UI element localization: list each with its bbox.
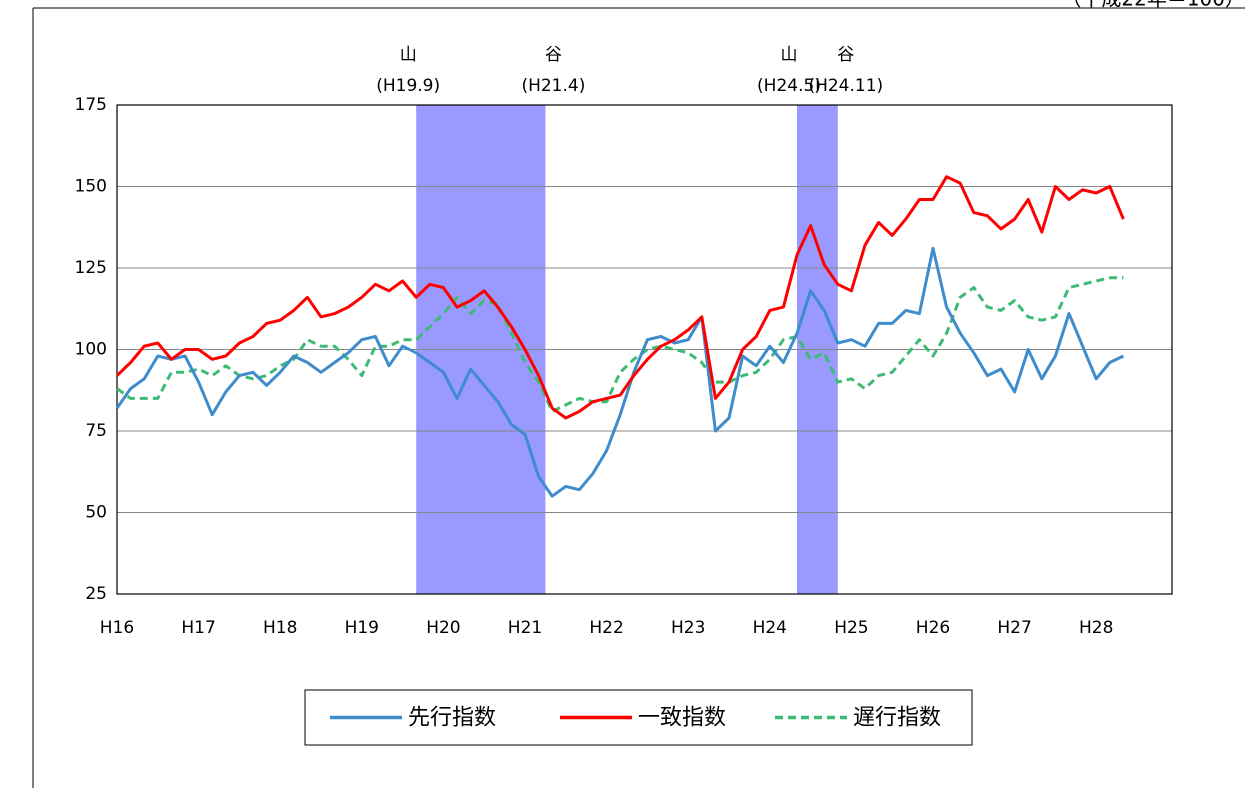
- x-tick-label: H23: [671, 618, 705, 638]
- series-line: [116, 276, 1124, 413]
- y-tick-label: 25: [85, 584, 107, 604]
- peak-date: (H24.5): [757, 76, 821, 96]
- series-line: [115, 175, 1125, 420]
- y-tick-label: 50: [85, 503, 107, 523]
- x-tick-label: H26: [916, 618, 950, 638]
- y-tick-label: 100: [75, 340, 107, 360]
- y-tick-label: 75: [85, 421, 107, 441]
- legend-label: 遅行指数: [853, 706, 941, 731]
- series-line: [115, 246, 1125, 498]
- y-tick-label: 150: [75, 177, 107, 197]
- x-tick-label: H22: [589, 618, 623, 638]
- x-tick-label: H24: [753, 618, 787, 638]
- plot-border: [116, 104, 1173, 595]
- x-tick-label: H20: [426, 618, 460, 638]
- peak-date: (H19.9): [376, 76, 440, 96]
- x-tick-label: H28: [1079, 618, 1113, 638]
- legend-label: 先行指数: [408, 706, 496, 731]
- x-tick-label: H25: [834, 618, 868, 638]
- peak-label: 山: [781, 45, 798, 65]
- x-tick-label: H18: [263, 618, 297, 638]
- legend-box: [304, 689, 973, 746]
- x-tick-label: H27: [997, 618, 1031, 638]
- legend-label: 一致指数: [638, 706, 726, 731]
- subtitle: （平成22年＝100）: [1061, 0, 1245, 11]
- trough-date: (H21.4): [521, 76, 585, 96]
- peak-label: 山: [400, 45, 417, 65]
- x-tick-label: H19: [345, 618, 379, 638]
- x-tick-label: H21: [508, 618, 542, 638]
- trough-date: (H24.11): [808, 76, 883, 96]
- trough-label: 谷: [545, 45, 562, 65]
- y-tick-label: 175: [75, 95, 107, 115]
- x-tick-label: H17: [181, 618, 215, 638]
- y-tick-label: 125: [75, 258, 107, 278]
- x-tick-label: H16: [100, 618, 134, 638]
- trough-label: 谷: [837, 45, 854, 65]
